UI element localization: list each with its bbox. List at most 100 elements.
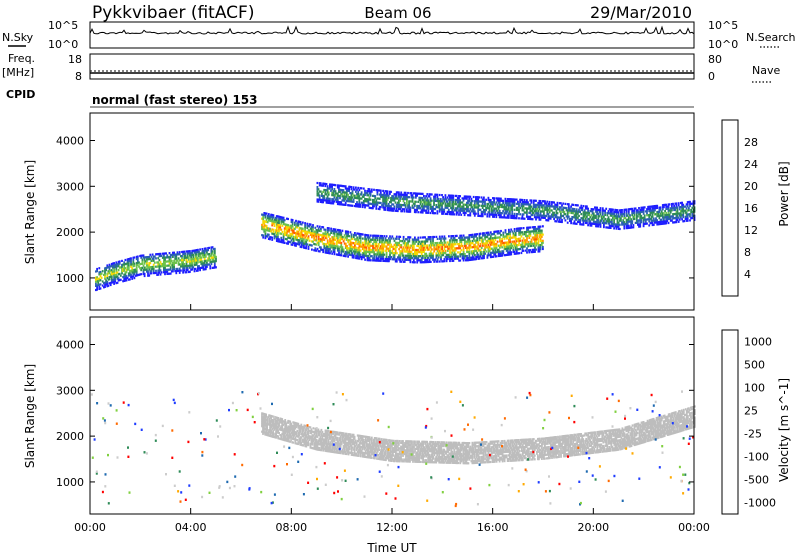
power-cell bbox=[284, 227, 287, 230]
power-cell bbox=[544, 206, 546, 209]
velocity-cell bbox=[266, 417, 268, 420]
power-cell bbox=[688, 213, 690, 216]
power-cell bbox=[332, 244, 335, 247]
power-cell bbox=[527, 228, 530, 231]
power-cell bbox=[626, 214, 629, 217]
power-cell bbox=[680, 212, 682, 215]
power-cell bbox=[623, 208, 626, 211]
power-cell bbox=[425, 199, 427, 202]
power-cell bbox=[263, 222, 266, 225]
power-cell bbox=[530, 251, 533, 254]
power-cell bbox=[380, 255, 382, 258]
power-cell bbox=[459, 201, 461, 204]
power-cell bbox=[161, 256, 164, 259]
power-cell bbox=[432, 242, 434, 245]
power-cell bbox=[446, 202, 449, 205]
freq-tick-bottom: 8 bbox=[75, 70, 82, 83]
power-cell bbox=[347, 247, 349, 250]
power-cell bbox=[371, 251, 373, 254]
power-cell bbox=[627, 210, 630, 213]
power-cell bbox=[335, 230, 338, 233]
power-cell bbox=[565, 209, 568, 212]
power-cell bbox=[437, 252, 440, 255]
power-cell bbox=[691, 214, 694, 218]
power-cell bbox=[393, 252, 396, 255]
power-cell bbox=[183, 263, 186, 266]
power-cell bbox=[659, 222, 662, 226]
power-cell bbox=[478, 236, 481, 240]
power-cell bbox=[322, 199, 324, 202]
power-cell bbox=[510, 206, 512, 209]
power-cell bbox=[472, 210, 475, 213]
power-cell bbox=[167, 256, 170, 259]
power-cell bbox=[117, 279, 120, 282]
power-cell bbox=[115, 269, 118, 272]
power-cell bbox=[664, 220, 666, 223]
power-cell bbox=[425, 238, 428, 241]
power-cell bbox=[532, 236, 535, 239]
power-cell bbox=[149, 270, 152, 273]
power-cell bbox=[143, 258, 146, 261]
power-cell bbox=[532, 232, 535, 235]
power-cell bbox=[498, 199, 501, 202]
power-cell bbox=[438, 206, 441, 209]
power-cell bbox=[644, 218, 647, 221]
power-cell bbox=[546, 204, 549, 207]
power-cell bbox=[306, 237, 309, 240]
power-cell bbox=[637, 221, 639, 224]
power-cell bbox=[493, 232, 496, 236]
velocity-cell bbox=[262, 430, 264, 434]
power-cell bbox=[415, 238, 417, 241]
power-cell bbox=[181, 259, 183, 262]
power-cell bbox=[343, 238, 346, 241]
power-cell bbox=[450, 206, 452, 210]
power-cell bbox=[505, 237, 508, 240]
power-cell bbox=[521, 207, 524, 210]
power-cell bbox=[529, 234, 532, 237]
power-cell bbox=[490, 205, 493, 208]
power-cell bbox=[420, 261, 423, 264]
power-cell bbox=[441, 212, 443, 215]
power-cell bbox=[587, 224, 589, 227]
power-cell bbox=[290, 235, 293, 238]
power-cell bbox=[375, 199, 378, 202]
power-cell bbox=[386, 194, 389, 197]
power-cell bbox=[324, 251, 327, 254]
power-cell bbox=[641, 210, 644, 213]
power-cell bbox=[368, 190, 371, 193]
power-cell bbox=[149, 253, 152, 256]
power-cell bbox=[507, 198, 510, 201]
power-cell bbox=[581, 217, 584, 220]
power-cell bbox=[450, 194, 452, 197]
power-cell bbox=[438, 193, 441, 197]
power-cell bbox=[492, 237, 494, 240]
power-cell bbox=[416, 238, 419, 241]
power-cell bbox=[649, 205, 652, 208]
power-cell bbox=[353, 188, 356, 191]
power-cell bbox=[201, 264, 204, 267]
power-cell bbox=[382, 202, 384, 205]
power-cell bbox=[122, 276, 124, 279]
power-cell bbox=[530, 240, 533, 243]
power-cell bbox=[438, 241, 441, 244]
power-cell bbox=[525, 243, 527, 246]
power-cell bbox=[500, 214, 502, 217]
power-cell bbox=[459, 209, 461, 212]
power-cell bbox=[627, 226, 630, 229]
power-cell bbox=[172, 268, 174, 271]
power-cell bbox=[419, 248, 422, 252]
power-cell bbox=[640, 214, 643, 218]
power-cell bbox=[536, 242, 539, 245]
power-colorbar-label: Power [dB] bbox=[777, 161, 791, 226]
power-cell bbox=[459, 259, 462, 262]
power-cell bbox=[497, 236, 500, 239]
power-cell bbox=[396, 201, 399, 204]
power-cell bbox=[496, 230, 499, 233]
power-cell bbox=[104, 269, 106, 272]
power-cell bbox=[322, 248, 325, 252]
power-cell bbox=[658, 221, 661, 224]
power-cell bbox=[484, 213, 486, 216]
power-cell bbox=[594, 206, 596, 209]
power-cell bbox=[432, 256, 434, 259]
power-cell bbox=[405, 256, 407, 259]
